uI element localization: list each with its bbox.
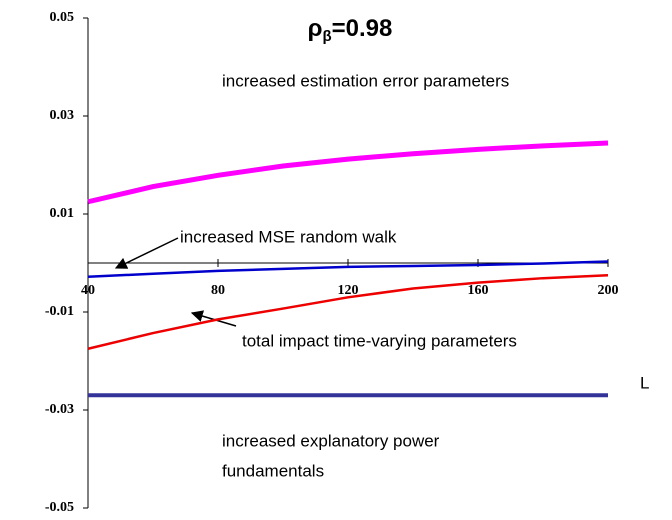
x-tick-label: 40 — [81, 283, 95, 298]
line-series — [87, 274, 609, 350]
chart-title: ρβ=0.98 — [308, 15, 393, 45]
line-series — [87, 140, 609, 205]
y-tick-label: 0.05 — [50, 10, 75, 25]
y-tick-label: 0.03 — [50, 108, 75, 123]
annotation: fundamentals — [222, 461, 324, 480]
annotation: increased MSE random walk — [180, 227, 397, 246]
x-axis-label: L — [640, 373, 649, 392]
y-tick-label: -0.05 — [45, 500, 74, 515]
y-tick-label: -0.01 — [45, 304, 74, 319]
y-tick-label: -0.03 — [45, 402, 74, 417]
x-tick-label: 160 — [468, 283, 489, 298]
y-tick-label: 0.01 — [50, 206, 75, 221]
annotation: total impact time-varying parameters — [242, 331, 517, 350]
annotation: increased explanatory power — [222, 431, 440, 450]
line-series — [87, 260, 609, 278]
x-tick-label: 120 — [338, 283, 359, 298]
annotation: increased estimation error parameters — [222, 71, 509, 90]
x-tick-label: 80 — [211, 283, 225, 298]
x-tick-label: 200 — [598, 283, 619, 298]
